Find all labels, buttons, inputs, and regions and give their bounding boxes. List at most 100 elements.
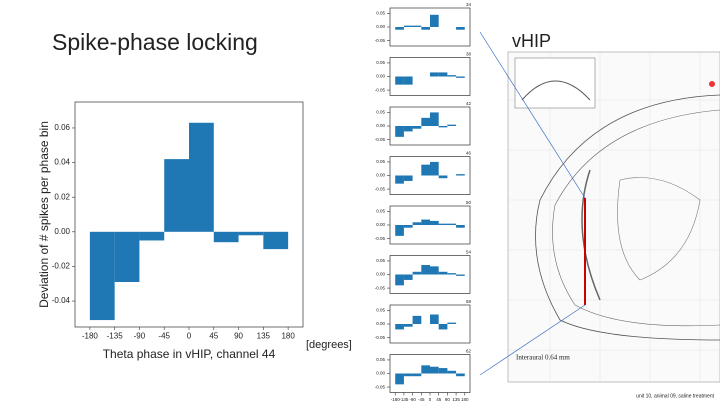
y-tick-label: 0.02 — [54, 192, 70, 201]
x-tick-label: 135 — [452, 397, 460, 402]
x-tick-label: 180 — [281, 332, 295, 341]
y-tick-label: 0.05 — [376, 60, 385, 65]
bar — [430, 266, 439, 275]
bar — [438, 271, 448, 275]
bar — [412, 315, 422, 324]
bar — [189, 122, 214, 232]
y-tick-label: 0.00 — [376, 272, 385, 277]
bar — [430, 314, 439, 324]
bar — [395, 126, 404, 137]
bar — [395, 27, 404, 30]
bar — [447, 322, 457, 324]
bar — [438, 72, 448, 77]
x-tick-label: 180 — [461, 397, 469, 402]
chart-title: 54 — [466, 250, 472, 255]
bar — [447, 223, 457, 225]
chart-title: 50 — [466, 200, 472, 205]
y-tick-label: 0.00 — [376, 123, 385, 128]
bar — [447, 273, 457, 275]
x-tick-label: -135 — [107, 332, 124, 341]
bar — [412, 373, 422, 377]
bar — [430, 161, 439, 176]
y-tick-label: 0.04 — [54, 158, 70, 167]
bar — [403, 274, 413, 280]
bar — [139, 231, 165, 241]
bar — [164, 159, 189, 232]
bar — [447, 124, 457, 126]
chart-title: 38 — [466, 52, 472, 57]
y-tick-label: 0.05 — [376, 308, 385, 313]
bar — [421, 164, 430, 176]
bar — [213, 231, 239, 243]
chart-title: 42 — [466, 101, 472, 106]
bar — [403, 175, 413, 181]
y-tick-label: 0.05 — [376, 11, 385, 16]
x-tick-label: 45 — [436, 397, 442, 402]
y-tick-label: -0.05 — [375, 335, 386, 340]
y-tick-label: -0.05 — [375, 236, 386, 241]
bar — [430, 72, 439, 77]
x-tick-label: 90 — [445, 397, 451, 402]
y-tick-label: 0.05 — [376, 209, 385, 214]
bar — [456, 373, 465, 377]
atlas-label: Interaural 0.64 mm — [516, 354, 570, 362]
y-tick-label: 0.05 — [376, 159, 385, 164]
bar — [395, 175, 404, 184]
note: unit 10, animal 09, saline treatment — [636, 393, 714, 399]
y-tick-label: -0.05 — [375, 137, 386, 142]
bar — [395, 76, 404, 85]
bar — [438, 126, 448, 128]
y-tick-label: 0.00 — [376, 321, 385, 326]
bar — [403, 25, 413, 27]
bar — [395, 373, 404, 385]
bar — [421, 265, 430, 275]
x-tick-label: -45 — [418, 397, 425, 402]
x-tick-label: -90 — [134, 332, 146, 341]
bar — [456, 76, 465, 78]
y-axis-label: Deviation of # spikes per phase bin — [37, 121, 51, 308]
annotation: [degrees] — [306, 339, 352, 351]
y-tick-label: 0.00 — [376, 222, 385, 227]
y-tick-label: 0.05 — [376, 258, 385, 263]
bar — [421, 117, 430, 126]
bar — [114, 231, 140, 282]
x-tick-label: 90 — [234, 332, 243, 341]
y-tick-label: -0.05 — [375, 384, 386, 389]
bar — [421, 365, 430, 374]
y-tick-label: 0.05 — [376, 110, 385, 115]
chart-title: 58 — [466, 299, 472, 304]
bar — [89, 231, 115, 321]
bar — [456, 27, 465, 30]
bar — [430, 366, 439, 374]
y-tick-label: -0.05 — [375, 186, 386, 191]
bar — [456, 174, 465, 176]
bar — [395, 225, 404, 236]
bar — [395, 324, 404, 330]
bar — [438, 223, 448, 225]
atlas: Interaural 0.64 mm — [479, 31, 720, 383]
slide-title: Spike-phase locking — [52, 29, 258, 55]
bar — [456, 274, 465, 276]
y-tick-label: 0.00 — [376, 24, 385, 29]
x-tick-label: 45 — [209, 332, 218, 341]
bar — [456, 225, 465, 228]
bar — [447, 370, 457, 374]
y-tick-label: 0.00 — [54, 227, 70, 236]
y-tick-label: -0.04 — [52, 296, 71, 305]
bar — [403, 225, 413, 228]
bar — [403, 324, 413, 327]
bar — [421, 27, 430, 30]
chart-title: 62 — [466, 349, 472, 354]
x-axis-label: Theta phase in vHIP, channel 44 — [103, 347, 276, 361]
bar — [421, 219, 430, 225]
x-tick-label: 135 — [257, 332, 271, 341]
bar — [263, 231, 289, 250]
bar — [412, 271, 422, 275]
x-tick-label: -180 — [391, 397, 401, 402]
right-title: vHIP — [512, 31, 551, 51]
bar — [438, 324, 448, 330]
bar — [403, 76, 413, 85]
y-tick-label: 0.00 — [376, 74, 385, 79]
y-tick-label: -0.05 — [375, 38, 386, 43]
